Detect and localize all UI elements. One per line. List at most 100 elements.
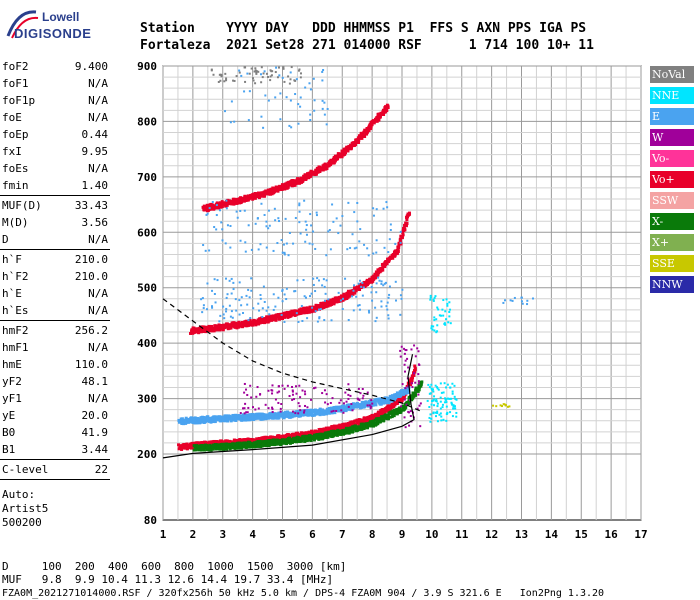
echo-point xyxy=(294,79,297,82)
echo-point xyxy=(353,291,357,295)
param-separator xyxy=(0,320,110,321)
param-row: C-level 22 xyxy=(0,461,110,478)
echo-point xyxy=(295,312,298,315)
distance-row: D 100 200 400 600 800 1000 1500 3000 [km… xyxy=(2,560,347,573)
echo-point xyxy=(526,299,529,302)
echo-point xyxy=(509,299,512,302)
echo-point xyxy=(313,109,316,112)
echo-point xyxy=(257,302,260,305)
echo-point xyxy=(374,270,378,274)
echo-point xyxy=(342,404,346,408)
echo-point xyxy=(332,301,336,305)
echo-point xyxy=(297,436,301,440)
echo-point xyxy=(241,324,245,328)
echo-point xyxy=(243,66,246,69)
echo-point xyxy=(214,301,217,304)
echo-point xyxy=(403,227,407,231)
echo-point xyxy=(372,415,376,419)
echo-point xyxy=(271,406,274,409)
echo-point xyxy=(387,251,390,254)
echo-point xyxy=(281,288,284,291)
echo-point xyxy=(377,399,381,403)
echo-point xyxy=(236,200,240,204)
echo-point xyxy=(252,79,255,82)
echo-point xyxy=(244,402,247,405)
echo-point xyxy=(223,317,226,320)
echo-point xyxy=(426,399,429,402)
echo-point xyxy=(326,301,330,305)
echo-point xyxy=(279,410,282,413)
echo-point xyxy=(329,432,333,436)
echo-point xyxy=(312,283,315,286)
echo-point xyxy=(259,320,263,324)
echo-point xyxy=(246,437,250,441)
echo-point xyxy=(445,298,448,301)
echo-point xyxy=(213,415,217,419)
echo-point xyxy=(282,243,285,246)
echo-point xyxy=(246,303,249,306)
echo-point xyxy=(228,279,231,282)
echo-point xyxy=(228,440,232,444)
param-row: h`Es N/A xyxy=(0,302,110,319)
echo-point xyxy=(401,397,405,401)
echo-point xyxy=(332,161,336,165)
echo-point xyxy=(439,412,442,415)
echo-point xyxy=(292,242,295,245)
echo-point xyxy=(215,204,218,207)
echo-point xyxy=(291,180,295,184)
echo-point xyxy=(336,154,340,158)
param-row: D N/A xyxy=(0,231,110,248)
echo-point xyxy=(246,394,249,397)
echo-point xyxy=(279,92,282,95)
echo-point xyxy=(228,417,232,421)
echo-point xyxy=(304,220,307,223)
echo-point xyxy=(254,408,257,411)
echo-point xyxy=(430,383,433,386)
echo-point xyxy=(303,409,306,412)
echo-point xyxy=(511,299,514,302)
echo-point xyxy=(394,396,398,400)
echo-point xyxy=(357,398,360,401)
echo-point xyxy=(217,206,221,210)
echo-point xyxy=(371,299,374,302)
echo-point xyxy=(503,403,506,406)
echo-point xyxy=(202,329,206,333)
echo-point xyxy=(317,428,321,432)
echo-point xyxy=(331,397,334,400)
echo-point xyxy=(309,213,312,216)
echo-point xyxy=(325,299,329,303)
echo-point xyxy=(281,289,284,292)
echo-point xyxy=(247,406,250,409)
echo-point xyxy=(299,96,302,99)
echo-point xyxy=(269,435,273,439)
echo-point xyxy=(231,316,234,319)
echo-point xyxy=(260,81,263,84)
echo-point xyxy=(251,321,255,325)
echo-point xyxy=(254,82,257,85)
echo-point xyxy=(218,209,221,212)
echo-point xyxy=(246,198,250,202)
echo-point xyxy=(347,405,350,408)
echo-point xyxy=(298,204,301,207)
echo-point xyxy=(253,415,257,419)
echo-point xyxy=(383,399,387,403)
echo-point xyxy=(289,71,292,74)
echo-point xyxy=(296,431,300,435)
echo-point xyxy=(223,80,226,83)
echo-point xyxy=(440,415,443,418)
echo-point xyxy=(242,321,246,325)
echo-point xyxy=(280,183,284,187)
echo-point xyxy=(325,393,328,396)
echo-point xyxy=(430,387,433,390)
echo-point xyxy=(265,246,268,249)
echo-point xyxy=(387,314,390,317)
echo-point xyxy=(437,388,440,391)
param-value: 22 xyxy=(94,463,108,476)
echo-point xyxy=(386,308,389,311)
echo-point xyxy=(436,412,439,415)
echo-point xyxy=(444,397,447,400)
echo-point xyxy=(351,292,355,296)
echo-point xyxy=(249,441,253,445)
echo-point xyxy=(267,190,271,194)
echo-point xyxy=(267,389,270,392)
